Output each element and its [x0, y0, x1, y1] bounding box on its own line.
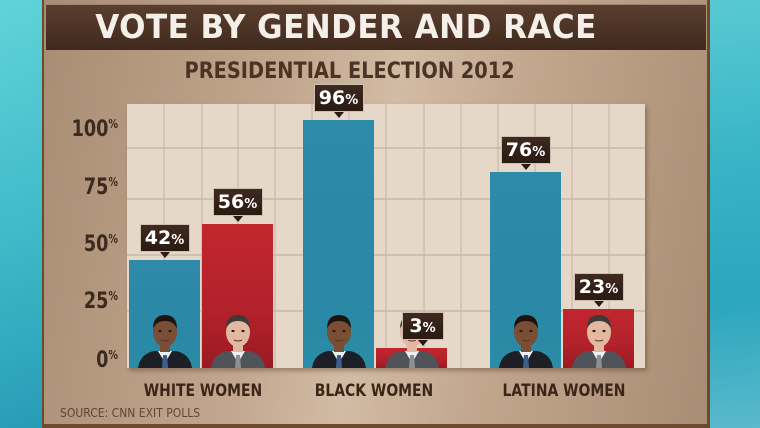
y-tick-number: 25	[83, 289, 109, 314]
y-tick-number: 75	[83, 175, 109, 200]
data-label: 23%	[573, 272, 624, 307]
data-label-unit: %	[605, 281, 619, 297]
y-tick-number: 0	[96, 348, 109, 373]
y-tick-label: 0%	[70, 343, 118, 373]
data-label-unit: %	[244, 196, 258, 212]
background-right	[708, 0, 760, 428]
obama-portrait-icon	[495, 310, 557, 368]
source-note: SOURCE: CNN EXIT POLLS	[60, 406, 201, 420]
data-label: 3%	[401, 312, 444, 346]
romney-portrait-icon	[568, 310, 630, 368]
category-label-latina-women: LATINA WOMEN	[502, 381, 626, 401]
category-label-white-women: WHITE WOMEN	[143, 381, 263, 401]
y-tick-label: 50%	[70, 227, 118, 257]
y-tick-unit: %	[108, 175, 118, 189]
data-label-number: 56	[217, 190, 245, 213]
category-label-black-women: BLACK WOMEN	[314, 381, 434, 401]
title-bar	[46, 4, 706, 50]
obama-portrait-icon	[308, 310, 370, 368]
y-tick-unit: %	[108, 289, 118, 303]
chart-subtitle: PRESIDENTIAL ELECTION 2012	[184, 59, 515, 84]
y-tick-number: 100	[71, 117, 109, 142]
data-label-unit: %	[171, 232, 185, 248]
y-tick-label: 25%	[70, 284, 118, 314]
data-label-unit: %	[532, 144, 546, 160]
data-label-number: 42	[144, 226, 172, 249]
data-label-unit: %	[422, 321, 436, 336]
data-label: 42%	[139, 223, 190, 258]
data-label-number: 76	[505, 138, 533, 161]
data-label-number: 3	[409, 315, 423, 337]
data-label: 96%	[313, 84, 364, 119]
romney-portrait-icon	[207, 310, 269, 368]
y-tick-unit: %	[108, 117, 118, 131]
y-tick-number: 50	[83, 232, 109, 257]
chart-title: VOTE BY GENDER AND RACE	[95, 7, 597, 46]
data-label-number: 96	[318, 87, 346, 110]
y-tick-unit: %	[108, 348, 118, 362]
data-label-unit: %	[345, 93, 359, 109]
y-tick-label: 75%	[70, 170, 118, 200]
obama-portrait-icon	[134, 310, 196, 368]
data-label: 56%	[212, 187, 263, 222]
data-label: 76%	[500, 135, 551, 170]
y-tick-label: 100%	[70, 112, 118, 142]
y-tick-unit: %	[108, 232, 118, 246]
data-label-number: 23	[578, 275, 606, 298]
panel-bottom-border	[42, 424, 710, 428]
